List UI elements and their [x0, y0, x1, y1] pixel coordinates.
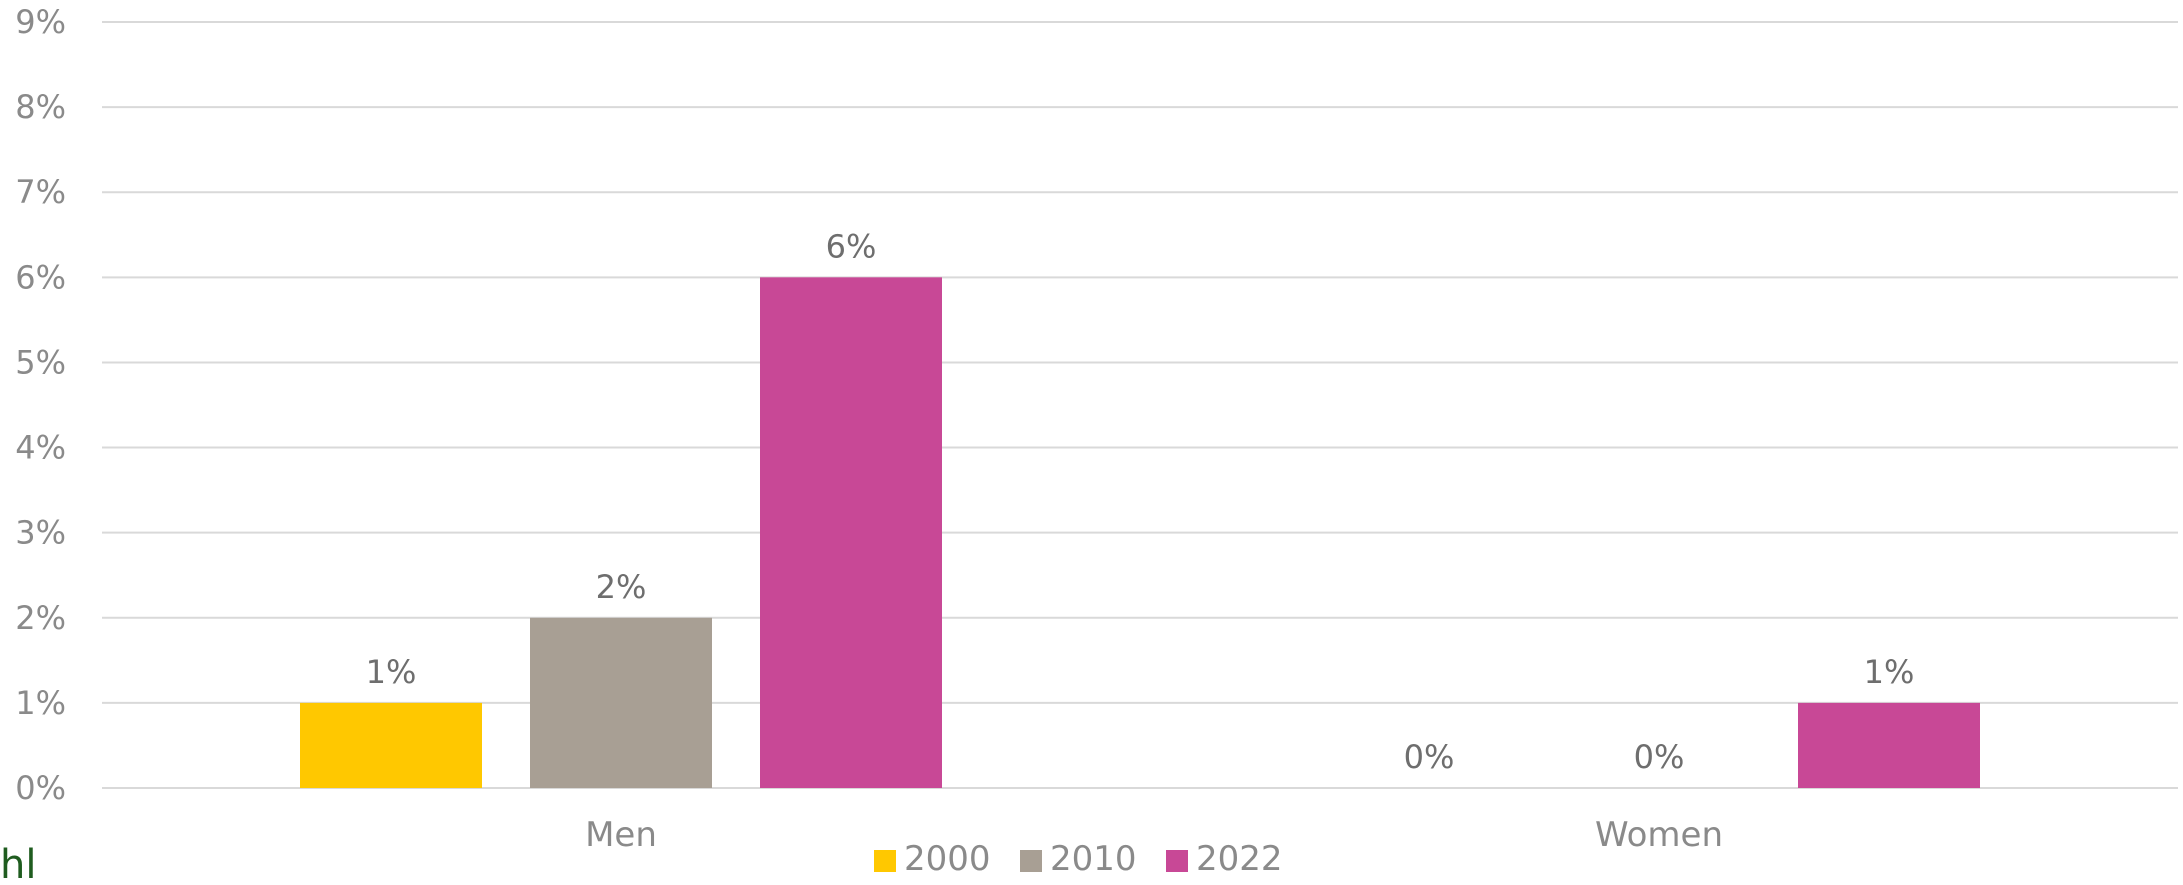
- legend-label: 2010: [1050, 839, 1137, 879]
- legend-swatch: [1166, 850, 1188, 872]
- category-label: Women: [1595, 815, 1723, 855]
- data-label: 2%: [596, 568, 647, 606]
- y-tick-label: 5%: [15, 343, 66, 381]
- category-labels: Men Women: [585, 815, 1723, 855]
- bar-men-2022: [760, 277, 942, 788]
- data-label: 1%: [366, 653, 417, 691]
- y-tick-label: 2%: [15, 599, 66, 637]
- data-labels: 1% 2% 6% 0% 0% 1%: [366, 227, 1915, 776]
- y-tick-label: 6%: [15, 258, 66, 296]
- bars: [300, 277, 1980, 788]
- data-label: 6%: [826, 227, 877, 265]
- y-tick-label: 8%: [15, 88, 66, 126]
- legend-label: 2000: [904, 839, 991, 879]
- data-label: 0%: [1634, 738, 1685, 776]
- category-label: Men: [585, 815, 657, 855]
- legend-swatch: [1020, 850, 1042, 872]
- bar-women-2022: [1798, 702, 1980, 788]
- y-tick-label: 9%: [15, 3, 66, 41]
- legend: 2000 2010 2022: [874, 839, 1283, 879]
- bar-men-2000: [300, 702, 482, 788]
- y-tick-label: 4%: [15, 429, 66, 467]
- legend-label: 2022: [1196, 839, 1283, 879]
- bar-men-2010: [530, 617, 712, 788]
- legend-swatch: [874, 850, 896, 872]
- data-label: 0%: [1404, 738, 1455, 776]
- y-tick-label: 1%: [15, 684, 66, 722]
- y-axis-tick-labels: 0% 1% 2% 3% 4% 5% 6% 7% 8% 9%: [15, 3, 66, 807]
- y-tick-label: 0%: [15, 769, 66, 807]
- y-tick-label: 3%: [15, 514, 66, 552]
- logo-text: hl: [0, 842, 36, 885]
- data-label: 1%: [1864, 653, 1915, 691]
- y-tick-label: 7%: [15, 173, 66, 211]
